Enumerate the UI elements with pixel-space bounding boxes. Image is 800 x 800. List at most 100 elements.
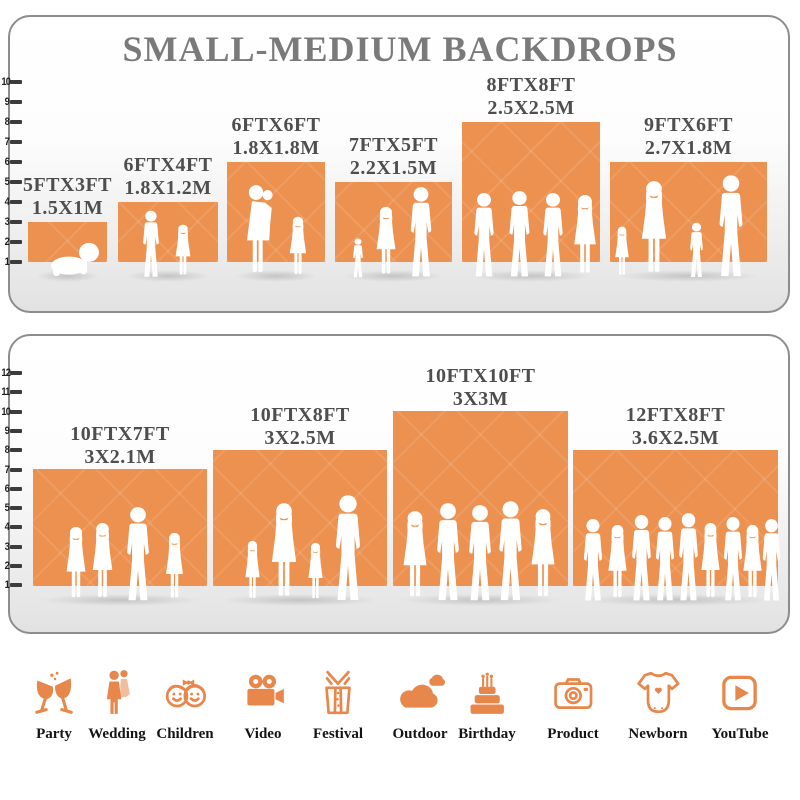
ruler-tick-mark [10,410,22,414]
person-silhouette [686,222,707,278]
ruler-tick-label: 1 [4,256,10,268]
size-ft: 10FTX10FT [425,365,536,387]
person-silhouette [537,192,569,278]
ruler-tick: 5 [0,175,22,189]
category-label: Newborn [628,726,688,742]
ruler-tick-label: 4 [4,196,10,208]
bar-size-label: 10FTX8FT 3X2.5M [203,404,397,450]
person-silhouette [404,186,438,278]
ruler-tick-mark [10,545,22,549]
party-icon [35,671,73,714]
ruler-tick-label: 7 [4,136,10,148]
ruler-tick-label: 5 [4,176,10,188]
ruler-tick-label: 7 [4,464,10,476]
ruler-tick-mark [10,506,22,510]
category-label: Children [156,726,214,742]
ruler-tick-mark [10,100,22,104]
ruler-tick: 9 [0,424,22,438]
category-label: Wedding [88,726,146,742]
ruler-tick: 4 [0,195,22,209]
person-silhouette [612,226,632,278]
person-silhouette [398,510,432,602]
figure-shadow [470,270,592,282]
festival-icon [325,670,351,715]
person-silhouette [492,500,529,602]
person-silhouette [350,238,366,278]
backdrop-bar-6x4ft [118,202,218,262]
size-m: 2.2X1.5M [349,157,438,179]
size-m: 1.8X1.8M [232,137,320,159]
bar-size-label: 6FTX6FT 1.8X1.8M [207,114,345,160]
birthday-icon [470,672,504,714]
person-silhouette [266,502,302,602]
size-m: 3.6X2.5M [631,427,720,449]
ruler-tick: 7 [0,463,22,477]
category-label: Festival [313,726,363,742]
person-silhouette [636,180,672,278]
ruler-tick: 3 [0,215,22,229]
ruler-tick-mark [10,371,22,375]
ruler-tick-label: 10 [1,76,11,88]
ruler-tick-label: 6 [4,483,10,495]
video-icon [247,674,284,706]
backdrop-bar-12x8ft [573,450,778,586]
ruler-tick-label: 4 [4,521,10,533]
ruler-tick: 4 [0,520,22,534]
ruler-tick-mark [10,120,22,124]
person-silhouette [172,224,194,278]
category-label: Party [36,726,72,742]
ruler-tick-label: 12 [1,367,11,379]
ruler-tick-label: 9 [4,425,10,437]
ruler-tick-mark [10,140,22,144]
category-festival: Festival [313,668,363,743]
person-silhouette [286,216,310,278]
category-children: Children [156,668,214,743]
size-ft: 9FTX6FT [643,114,734,136]
person-silhouette [242,540,263,602]
figure-shadow [581,594,770,606]
ruler-tick: 12 [0,366,22,380]
person-silhouette [62,526,90,602]
person-silhouette [88,522,117,602]
ruler-tick-mark [10,220,22,224]
size-m: 1.5X1M [31,197,104,219]
category-product: Product [547,668,599,743]
page-title: SMALL-MEDIUM BACKDROPS [122,29,678,69]
person-silhouette [120,506,156,602]
youtube-icon [722,675,758,711]
ruler-tick: 1 [0,578,22,592]
bar-size-label: 9FTX6FT 2.7X1.8M [590,114,787,160]
size-ft: 6FTX6FT [231,114,321,136]
category-outdoor: Outdoor [392,668,448,743]
size-ft: 10FTX7FT [70,423,170,445]
ruler-tick: 7 [0,135,22,149]
person-silhouette [430,502,466,602]
ruler-tick-label: 9 [4,96,10,108]
ruler-tick-label: 1 [4,579,10,591]
person-silhouette [138,210,164,278]
ruler-tick-label: 2 [4,560,10,572]
person-silhouette [372,206,400,278]
size-m: 2.7X1.8M [644,137,733,159]
ruler-tick-mark [10,468,22,472]
bar-size-label: 5FTX3FT 1.5X1M [8,174,127,220]
baby-silhouette [42,240,102,278]
bar-size-label: 10FTX7FT 3X2.1M [23,423,217,469]
category-wedding: Wedding [88,668,146,743]
ruler-tick: 6 [0,155,22,169]
bar-size-label: 10FTX10FT 3X3M [383,365,578,411]
newborn-icon [636,671,680,714]
category-party: Party [29,668,79,743]
person-silhouette [162,532,187,602]
person-silhouette [503,190,536,278]
backdrop-bar-10x8ft [213,450,387,586]
ruler-tick-mark [10,525,22,529]
ruler-tick: 8 [0,443,22,457]
ruler-tick: 11 [0,385,22,399]
ruler-tick: 10 [0,405,22,419]
ruler-tick-mark [10,564,22,568]
category-video: Video [238,668,288,743]
ruler-tick-label: 2 [4,236,10,248]
size-ft: 12FTX8FT [625,404,726,426]
ruler-tick-mark [10,448,22,452]
